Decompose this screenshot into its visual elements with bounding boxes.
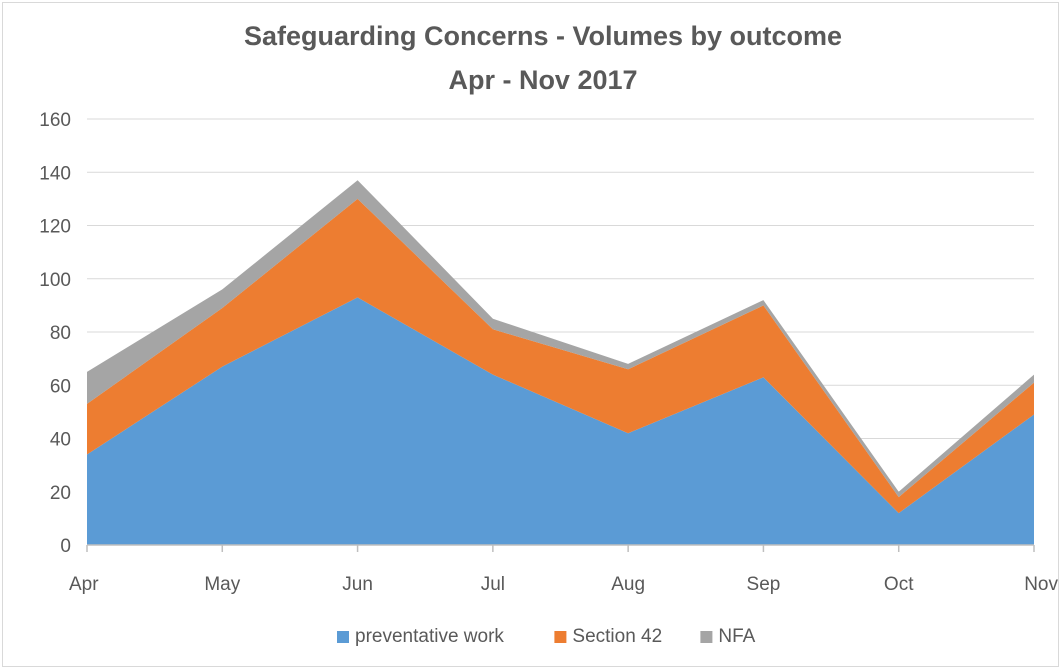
y-tick-label: 100 — [39, 270, 71, 291]
legend-label: Section 42 — [572, 626, 662, 647]
legend-label: preventative work — [355, 626, 504, 647]
y-tick-label: 140 — [39, 163, 71, 184]
y-tick-label: 80 — [50, 323, 71, 344]
y-tick-label: 120 — [39, 217, 71, 238]
y-tick-label: 20 — [50, 483, 71, 504]
x-tick-label-jun: Jun — [342, 574, 373, 595]
axes: 0 20 40 60 80 100 120 140 160 Apr May Jun Jul Aug Sep O… — [39, 110, 1058, 595]
x-tick-label-may: May — [204, 574, 240, 595]
legend-swatch-preventative-work — [337, 631, 349, 643]
x-tick-label-sep: Sep — [747, 574, 781, 595]
legend-swatch-nfa — [700, 631, 713, 643]
legend-swatch-section-42 — [554, 631, 567, 643]
legend-label: NFA — [718, 626, 755, 647]
x-tick-label-jul: Jul — [481, 574, 505, 595]
legend: preventative work Section 42 NFA — [337, 626, 756, 647]
x-tick-label-nov: Nov — [1024, 574, 1058, 595]
x-tick-label-apr: Apr — [69, 574, 99, 595]
area-series-section-42 — [87, 198, 1034, 514]
area-chart: Safeguarding Concerns - Volumes by outco… — [39, 21, 1058, 647]
y-tick-label: 160 — [39, 110, 71, 131]
y-tick-label: 40 — [50, 430, 71, 451]
x-tick-label-aug: Aug — [611, 574, 645, 595]
y-tick-label: 0 — [60, 536, 71, 557]
chart-subtitle: Apr - Nov 2017 — [448, 65, 637, 95]
x-tick-label-oct: Oct — [884, 574, 914, 595]
plot-area — [87, 180, 1034, 545]
chart-title: Safeguarding Concerns - Volumes by outco… — [244, 21, 842, 51]
area-series-preventative-work — [87, 297, 1034, 545]
y-tick-label: 60 — [50, 376, 71, 397]
